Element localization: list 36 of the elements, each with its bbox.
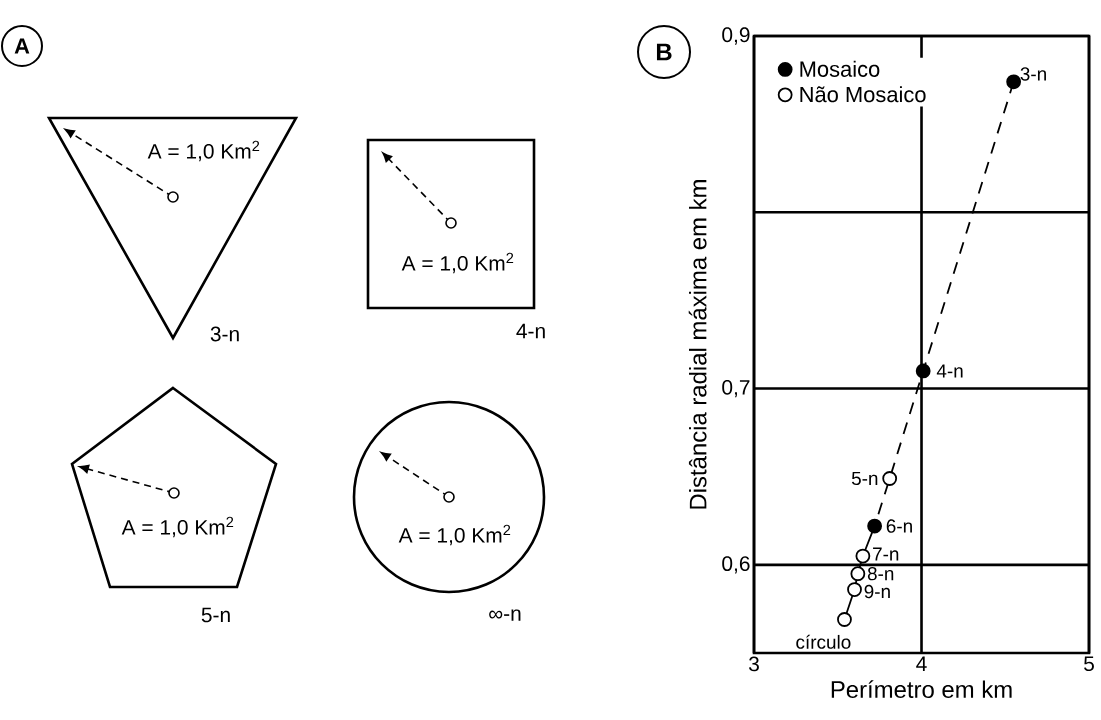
text: A = 1,0 Km$^{2}$ [398,524,511,546]
point [1006,74,1022,90]
point [847,582,862,597]
y-axis-title: Distância radial máxima em km [688,180,707,509]
legend-label: Mosaico [800,60,880,77]
text: A = 1,0 Km$^{2}$ [401,252,514,274]
text: A = 1,0 Km$^{2}$ [147,140,260,162]
text: 4-n [516,323,545,339]
text: ∞-n [489,609,521,621]
annotation: 6-n [886,519,912,533]
legend-label: Não Mosaico [800,86,926,103]
annotation: 4-n [936,364,963,378]
annotation: 7-n [873,547,899,561]
text: A = 1,0 Km$^{2}$ [121,516,234,538]
text: 3-n [210,326,239,342]
text: A [14,38,30,54]
chart-title: B [656,43,672,61]
x-tick-label: 5 [1084,656,1094,672]
point [837,612,852,627]
point [915,363,931,379]
point [867,518,883,534]
annotation: 9-n [864,584,890,599]
point [850,566,866,582]
point [855,548,871,564]
point [882,471,898,486]
y-tick-label: 0,6 [722,556,750,574]
annotation: círculo [796,634,851,649]
annotation: 8-n [867,566,894,581]
x-tick-label: 3 [748,656,759,672]
x-axis-title: Perímetro em km [831,680,1012,699]
annotation: 5-n [851,471,878,486]
x-tick-label: 4 [916,656,927,671]
annotation: 3-n [1020,67,1046,81]
y-tick-label: 0,7 [722,379,750,398]
y-tick-label: 0,9 [722,27,750,45]
text: 5-n [201,607,230,623]
